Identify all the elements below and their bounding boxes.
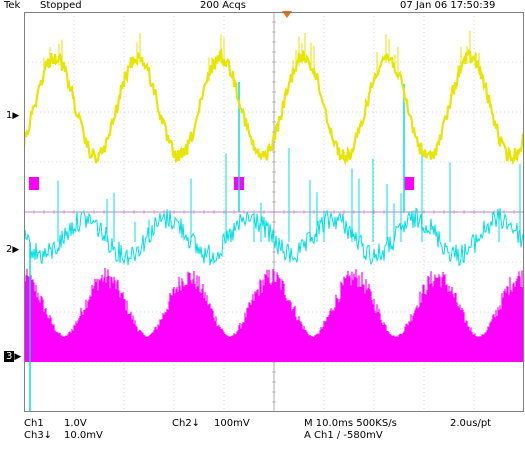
ch3-waveform xyxy=(24,267,524,362)
ch1-waveform xyxy=(24,47,524,166)
ch1-scale: 1.0V xyxy=(64,418,87,429)
right-arrow-icon: ▶ xyxy=(12,111,20,121)
ch2-spikes xyxy=(57,144,521,242)
ch3-label: Ch3↓ xyxy=(24,430,53,441)
ch1-label: Ch1 xyxy=(24,418,44,429)
timebase-readout: M 10.0ms 500KS/s xyxy=(304,418,397,429)
ch3-marker-label: 3 xyxy=(4,351,15,362)
acquisition-status: Stopped xyxy=(40,0,82,11)
timestamp: 07 Jan 06 17:50:39 xyxy=(400,0,496,11)
ch3-ground-marker: 3 ▶ xyxy=(4,351,21,363)
resolution-readout: 2.0us/pt xyxy=(450,418,492,429)
right-arrow-icon: ▶ xyxy=(12,245,20,255)
acquisition-count: 200 Acqs xyxy=(200,0,246,11)
ch3-spike xyxy=(404,177,414,190)
trigger-readout: A Ch1 ∕ -580mV xyxy=(304,430,383,441)
ch2-scale: 100mV xyxy=(214,418,250,429)
ch2-ground-marker: 2▶ xyxy=(6,244,19,256)
ch3-spike xyxy=(29,177,39,190)
ch3-scale: 10.0mV xyxy=(64,430,103,441)
ch1-noise-spikes xyxy=(43,30,480,82)
graticule-border xyxy=(24,12,524,412)
waveform-display xyxy=(24,12,524,412)
ch1-ground-marker: 1▶ xyxy=(6,110,19,122)
right-arrow-icon: ▶ xyxy=(14,352,22,362)
ch1-marker-label: 1 xyxy=(6,110,13,121)
ch2-waveform xyxy=(24,207,524,267)
ch2-label: Ch2↓ xyxy=(172,418,201,429)
ch2-marker-label: 2 xyxy=(6,244,13,255)
ch2-large-spike xyxy=(29,82,405,412)
brand-label: Tek xyxy=(4,0,21,11)
trigger-position-arrow-icon xyxy=(282,11,292,18)
